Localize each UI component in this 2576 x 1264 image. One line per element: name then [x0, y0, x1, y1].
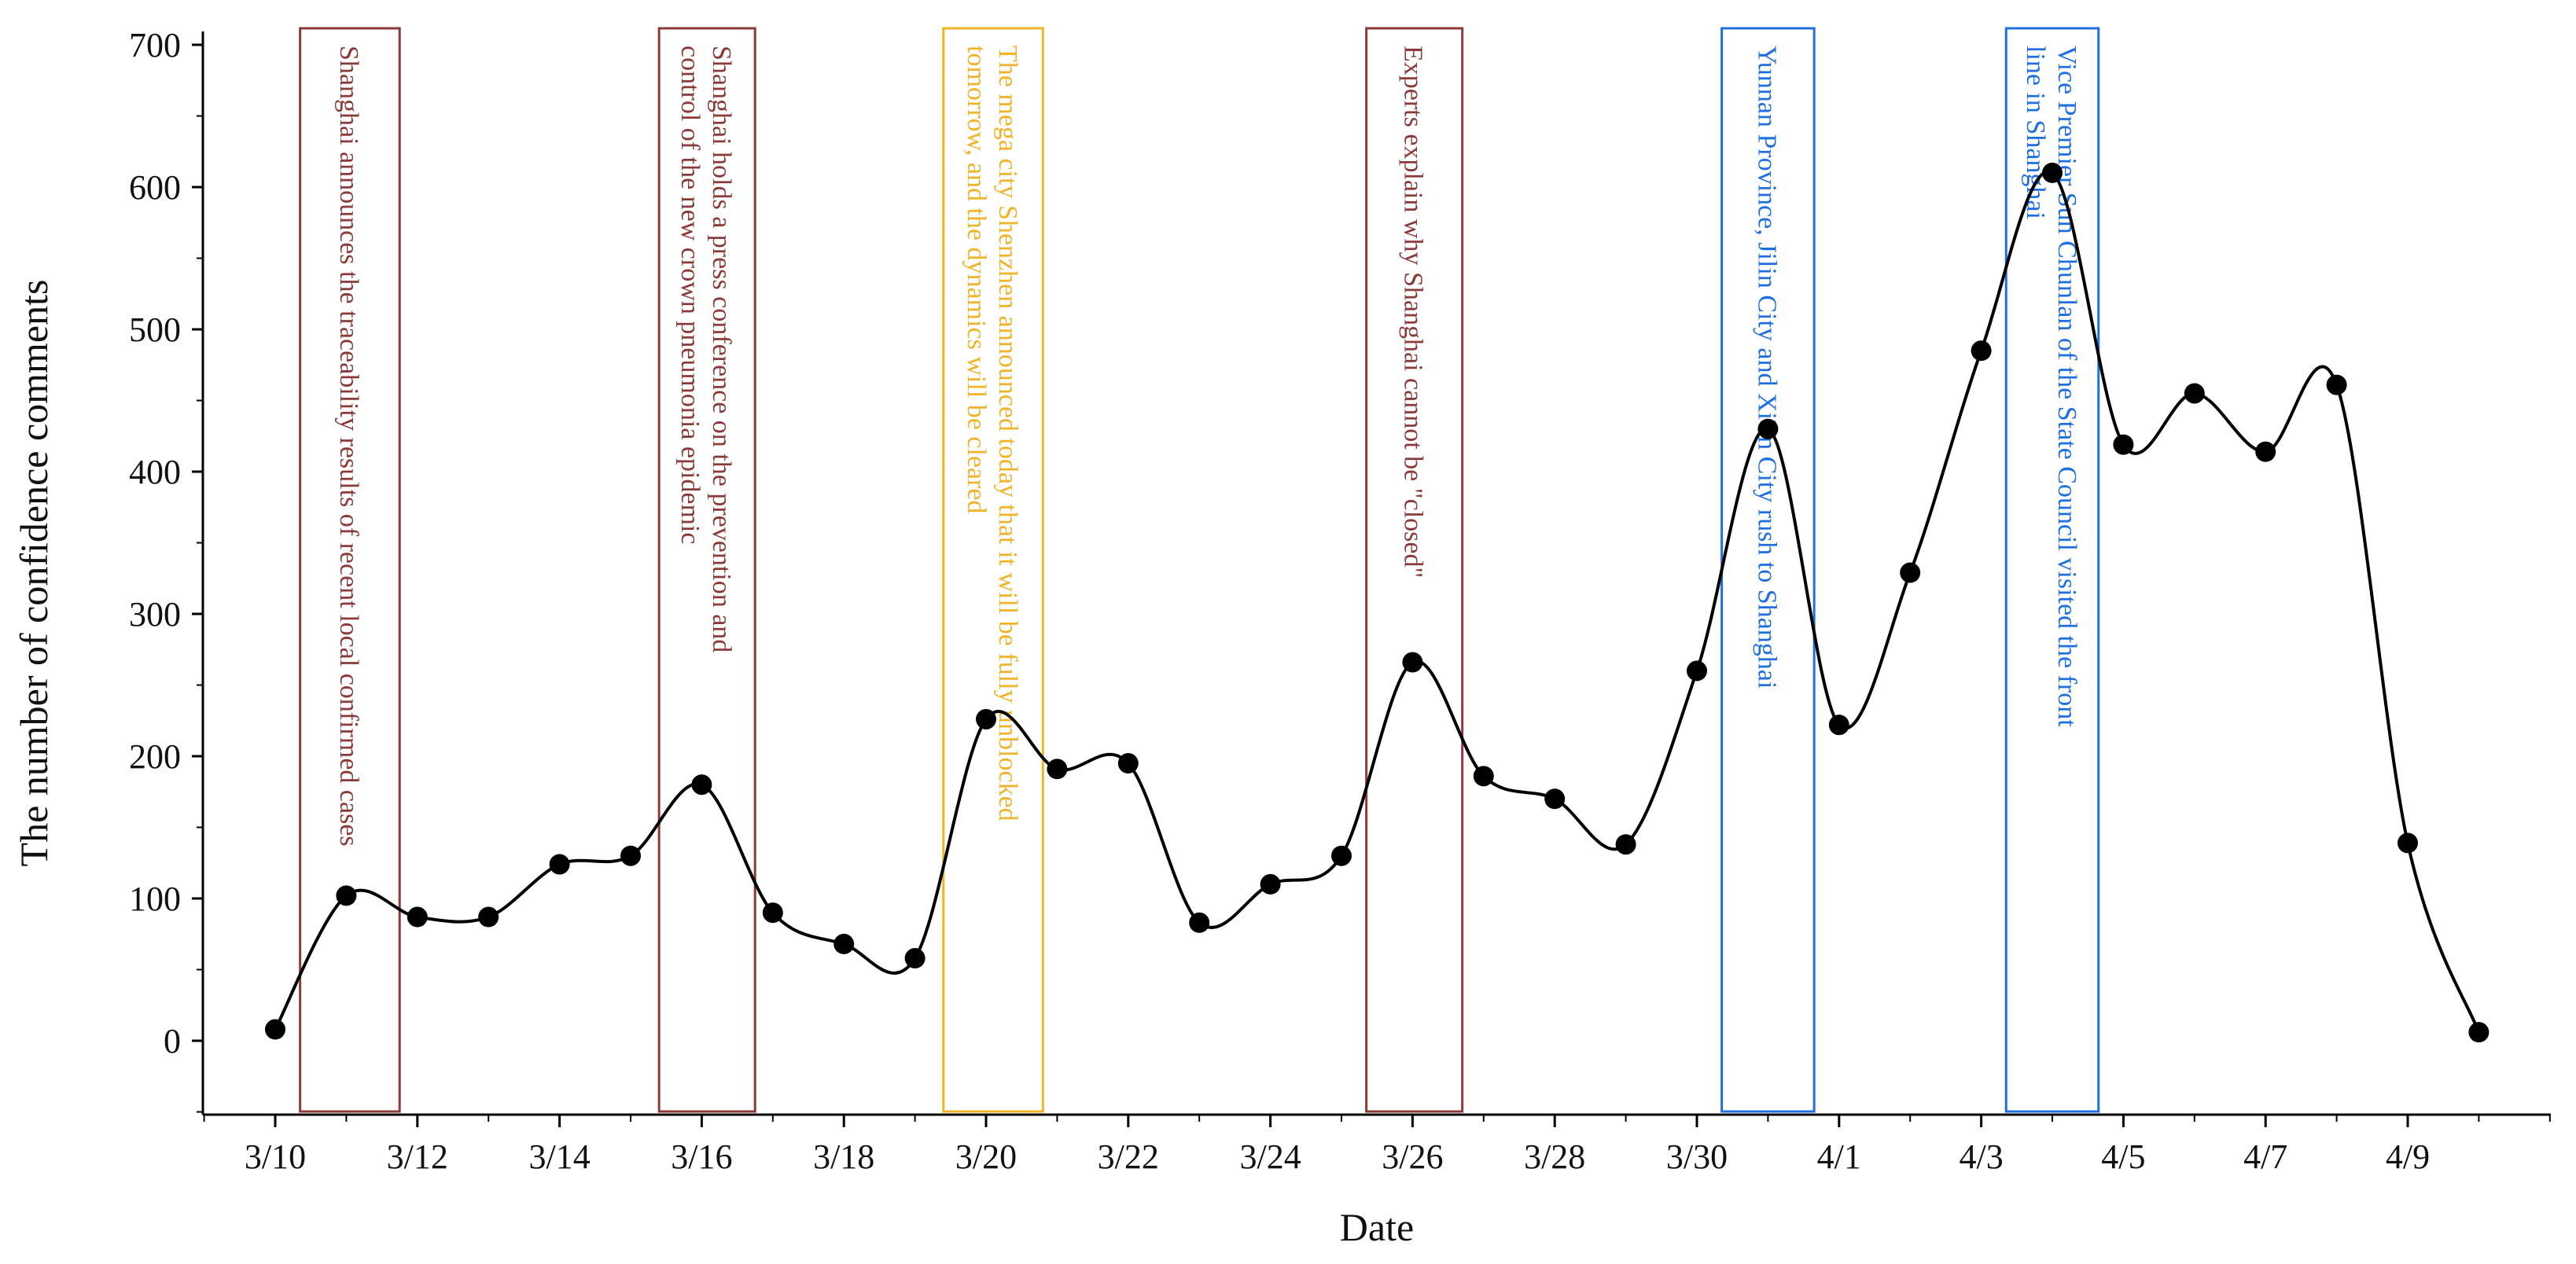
data-point [834, 933, 855, 954]
x-tick-label: 4/3 [1959, 1137, 2003, 1176]
y-tick-label: 200 [129, 737, 181, 776]
axes-layer: 0 100 200 300 400 500 600 700 3/10 3/12 3/14 3/16 3/… [129, 26, 2551, 1176]
annotation-frame [299, 27, 401, 1113]
data-point [336, 885, 357, 906]
x-tick-label: 3/24 [1239, 1137, 1301, 1176]
data-point [1971, 340, 1992, 362]
y-tick-label: 300 [129, 595, 181, 634]
data-point [1687, 660, 1707, 682]
annotation-frame [1365, 27, 1464, 1113]
data-point [1260, 873, 1281, 895]
data-point [407, 906, 428, 928]
points-layer [265, 162, 2490, 1043]
annotation-text: tomorrow, and the dynamics will be clear… [962, 46, 991, 513]
y-tick-label: 500 [129, 310, 181, 349]
data-point [2255, 441, 2276, 462]
annotation-box: The mega city Shenzhen announced today t… [942, 27, 1044, 1113]
annotation-text: Vice Premier Sun Chunlan of the State Co… [2052, 46, 2081, 727]
x-tick-label: 4/9 [2386, 1137, 2430, 1176]
data-point [1331, 845, 1352, 866]
annotation-text: Experts explain why Shanghai cannot be "… [1399, 46, 1428, 578]
data-point [2398, 832, 2418, 854]
y-axis-title: The number of confidence comments [12, 280, 56, 867]
x-tick-label: 3/26 [1382, 1137, 1443, 1176]
data-point [1117, 753, 1139, 774]
data-point [1402, 652, 1423, 673]
data-point [1757, 418, 1779, 439]
x-tick-label: 3/30 [1666, 1137, 1728, 1176]
data-point [904, 948, 926, 969]
annotation-text: control of the new crown pneumonia epide… [675, 46, 705, 544]
data-point [549, 854, 570, 875]
annotation-frame [2004, 27, 2100, 1113]
data-point [2184, 383, 2205, 404]
x-tick-label: 4/7 [2243, 1137, 2287, 1176]
y-tick-label: 600 [129, 168, 181, 207]
x-tick-label: 4/5 [2101, 1137, 2145, 1176]
x-tick-label: 3/14 [528, 1137, 590, 1176]
annotation-box: Shanghai announces the traceability resu… [299, 27, 401, 1113]
annotation-text: line in Shanghai [2021, 46, 2050, 219]
annotation-text: The mega city Shenzhen announced today t… [993, 46, 1022, 821]
x-axis-title: Date [1340, 1205, 1414, 1249]
data-point [1047, 759, 1068, 780]
annotation-box: Experts explain why Shanghai cannot be "… [1365, 27, 1464, 1113]
data-point [1189, 912, 1210, 933]
data-point [265, 1019, 285, 1040]
y-tick-label: 700 [129, 26, 181, 64]
x-tick-label: 3/22 [1098, 1137, 1159, 1176]
x-tick-label: 3/10 [245, 1137, 306, 1176]
annotation-box: Shanghai holds a press conference on the… [657, 27, 756, 1113]
y-tick-label: 100 [129, 880, 181, 918]
data-point [478, 906, 499, 928]
data-point [1900, 562, 1921, 583]
annotation-frame [657, 27, 756, 1113]
annotation-box: Yunnan Province, Jilin City and Xi'an Ci… [1720, 27, 1816, 1113]
data-point [1473, 766, 1494, 787]
x-tick-label: 3/12 [387, 1137, 448, 1176]
annotation-text: Shanghai holds a press conference on the… [707, 46, 736, 652]
data-point [2326, 374, 2347, 395]
data-point [762, 902, 783, 924]
annotation-text: Yunnan Province, Jilin City and Xi'an Ci… [1752, 46, 1781, 689]
annotation-text: Shanghai announces the traceability resu… [334, 46, 363, 847]
x-tick-label: 3/20 [955, 1137, 1017, 1176]
data-point [1615, 834, 1636, 855]
x-tick-label: 3/16 [671, 1137, 732, 1176]
y-tick-label: 0 [164, 1022, 181, 1060]
data-point [620, 845, 641, 866]
data-point [2468, 1022, 2490, 1043]
annotations-layer: Shanghai announces the traceability resu… [299, 27, 2100, 1113]
annotation-frame [942, 27, 1044, 1113]
data-point [691, 774, 712, 796]
x-tick-label: 3/28 [1524, 1137, 1585, 1176]
x-tick-label: 4/1 [1817, 1137, 1861, 1176]
data-point [2042, 162, 2063, 183]
data-point [976, 708, 996, 729]
series-line [274, 170, 2481, 1033]
annotation-box: Vice Premier Sun Chunlan of the State Co… [2004, 27, 2100, 1113]
y-tick-label: 400 [129, 453, 181, 491]
x-tick-label: 3/18 [813, 1137, 874, 1176]
data-point [1828, 715, 1849, 736]
data-point [2113, 434, 2134, 455]
data-point [1544, 788, 1566, 810]
